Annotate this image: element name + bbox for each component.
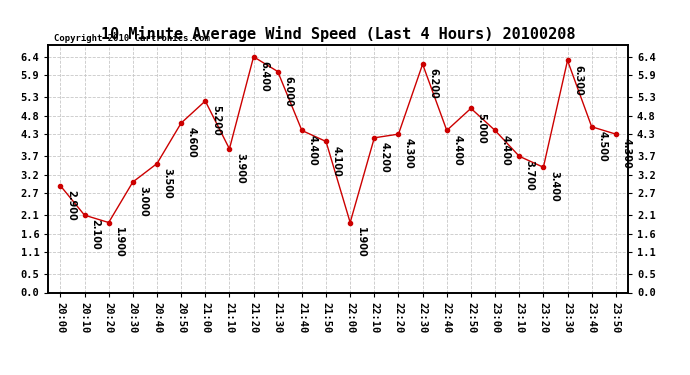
Text: 3.500: 3.500	[163, 168, 172, 198]
Text: 6.400: 6.400	[259, 61, 269, 92]
Text: 4.300: 4.300	[404, 138, 414, 169]
Text: 2.100: 2.100	[90, 219, 100, 250]
Text: 4.400: 4.400	[501, 135, 511, 165]
Text: 1.900: 1.900	[356, 227, 366, 258]
Text: 4.400: 4.400	[308, 135, 317, 165]
Text: 3.700: 3.700	[525, 160, 535, 191]
Text: 4.500: 4.500	[598, 131, 607, 162]
Text: 6.300: 6.300	[573, 64, 583, 95]
Text: 6.200: 6.200	[428, 68, 438, 99]
Text: 4.400: 4.400	[453, 135, 462, 165]
Text: 4.100: 4.100	[332, 146, 342, 176]
Text: 3.400: 3.400	[549, 171, 559, 202]
Text: 6.000: 6.000	[284, 76, 293, 106]
Text: 3.000: 3.000	[139, 186, 148, 217]
Text: 4.300: 4.300	[622, 138, 631, 169]
Text: 2.900: 2.900	[66, 190, 76, 220]
Text: 4.600: 4.600	[187, 127, 197, 158]
Text: Copyright 2010 Cartronics.com: Copyright 2010 Cartronics.com	[54, 33, 210, 42]
Text: 3.900: 3.900	[235, 153, 245, 184]
Text: 4.200: 4.200	[380, 142, 390, 173]
Text: 5.200: 5.200	[211, 105, 221, 136]
Text: 1.900: 1.900	[115, 227, 124, 258]
Text: 5.000: 5.000	[477, 112, 486, 143]
Title: 10 Minute Average Wind Speed (Last 4 Hours) 20100208: 10 Minute Average Wind Speed (Last 4 Hou…	[101, 27, 575, 42]
